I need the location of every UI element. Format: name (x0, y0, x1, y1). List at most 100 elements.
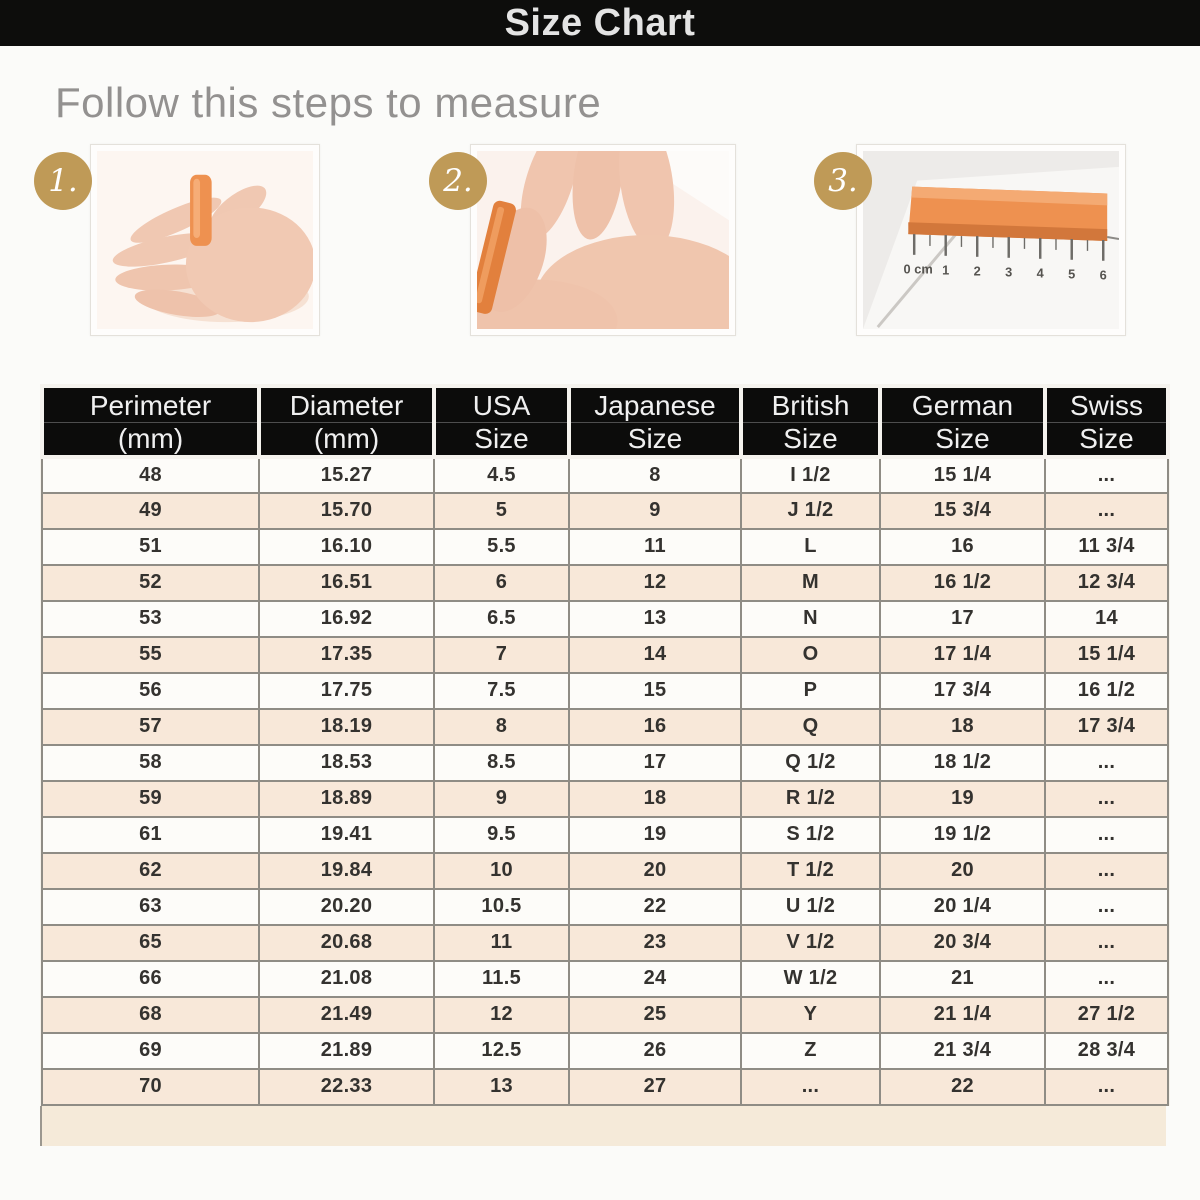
table-cell: 22 (879, 1067, 1046, 1106)
table-cell: 21.08 (258, 959, 435, 998)
table-cell: 56 (41, 671, 260, 710)
table-row: 61 19.41 9.5 19 S 1/2 19 1/2... (41, 815, 1169, 854)
step-1-number: 1. (48, 163, 78, 199)
svg-text:5: 5 (1068, 267, 1075, 282)
column-header-unit: Size (436, 422, 567, 454)
table-row: 65 20.68 11 23 V 1/2 20 3/4... (41, 923, 1169, 962)
table-cell: S 1/2 (740, 815, 881, 854)
column-header-label: Japanese (594, 390, 716, 421)
table-row: 56 17.75 7.5 15 P 17 3/4 16 1/2 (41, 671, 1169, 710)
table-row: 62 19.84 10 20 T 1/2 20... (41, 851, 1169, 890)
column-header-label: German (911, 390, 1014, 421)
table-row: 51 16.10 5.5 11 L 16 11 3/4 (41, 527, 1169, 566)
top-bar: Size Chart (0, 0, 1200, 46)
table-cell: 12 (568, 563, 742, 602)
table-cell: 28 3/4 (1044, 1031, 1169, 1070)
table-cell: 19.41 (258, 815, 435, 854)
table-cell: ... (740, 1067, 881, 1106)
table-cell: 23 (568, 923, 742, 962)
table-cell: P (740, 671, 881, 710)
table-cell: 27 1/2 (1044, 995, 1169, 1034)
table-cell: 12 3/4 (1044, 563, 1169, 602)
table-cell: 20.20 (258, 887, 435, 926)
table-cell: U 1/2 (740, 887, 881, 926)
table-cell: 22 (568, 887, 742, 926)
wrapping-tape-illustration (477, 151, 729, 329)
table-cell: Q 1/2 (740, 743, 881, 782)
table-cell: 58 (41, 743, 260, 782)
table-cell: 16 (879, 527, 1046, 566)
step-3-number: 3. (828, 163, 858, 199)
table-cell: 6 (433, 563, 570, 602)
table-cell: 26 (568, 1031, 742, 1070)
table-cell: W 1/2 (740, 959, 881, 998)
table-cell: 20 1/4 (879, 887, 1046, 926)
table-cell: 17.75 (258, 671, 435, 710)
table-row: 59 18.89 9 18 R 1/2 19... (41, 779, 1169, 818)
table-cell: Y (740, 995, 881, 1034)
table-cell: 20 (568, 851, 742, 890)
column-header-unit: Size (882, 422, 1043, 454)
table-cell: 61 (41, 815, 260, 854)
table-cell: 17 3/4 (1044, 707, 1169, 746)
svg-text:6: 6 (1100, 268, 1107, 283)
table-cell: L (740, 527, 881, 566)
table-cell: 22.33 (258, 1067, 435, 1106)
table-cell: 15 (568, 671, 742, 710)
below-table-strip (40, 1105, 1166, 1146)
table-cell: 17 3/4 (879, 671, 1046, 710)
table-cell: 16 1/2 (1044, 671, 1169, 710)
table-cell: 13 (568, 599, 742, 638)
column-header-unit: (mm) (261, 422, 432, 454)
table-cell: T 1/2 (740, 851, 881, 890)
table-cell: 18 1/2 (879, 743, 1046, 782)
column-header-japanese-size: Japanese Size (567, 384, 743, 459)
table-cell: 7.5 (433, 671, 570, 710)
table-row: 69 21.89 12.5 26 Z 21 3/4 28 3/4 (41, 1031, 1169, 1070)
table-cell: R 1/2 (740, 779, 881, 818)
svg-text:2: 2 (974, 264, 981, 279)
column-header-perimeter: Perimeter (mm) (40, 384, 261, 459)
table-cell: 62 (41, 851, 260, 890)
table-cell: ... (1044, 815, 1169, 854)
table-row: 68 21.49 12 25 Y 21 1/4 27 1/2 (41, 995, 1169, 1034)
table-cell: 18.89 (258, 779, 435, 818)
table-cell: 11.5 (433, 959, 570, 998)
table-cell: 13 (433, 1067, 570, 1106)
table-cell: 18.53 (258, 743, 435, 782)
ruler-ticks (912, 234, 1105, 261)
column-header-label: Swiss (1069, 390, 1144, 421)
column-header-german-size: German Size (878, 384, 1047, 459)
table-cell: ... (1044, 779, 1169, 818)
table-cell: 18 (568, 779, 742, 818)
table-cell: 9.5 (433, 815, 570, 854)
table-cell: 5.5 (433, 527, 570, 566)
table-cell: 7 (433, 635, 570, 674)
table-cell: 8.5 (433, 743, 570, 782)
table-cell: 18.19 (258, 707, 435, 746)
column-header-label: Perimeter (89, 390, 212, 421)
table-cell: ... (1044, 923, 1169, 962)
table-row: 58 18.53 8.5 17 Q 1/2 18 1/2... (41, 743, 1169, 782)
table-cell: 15 1/4 (879, 455, 1046, 494)
hand-with-tape-illustration (97, 151, 313, 329)
table-cell: 21 (879, 959, 1046, 998)
table-cell: ... (1044, 491, 1169, 530)
step-3-photo: 0 cm 1 2 3 4 5 6 (856, 144, 1126, 336)
table-body: 48 15.27 4.5 8 I 1/2 15 1/4... 49 15.70 5 9 J 1/2 1… (41, 455, 1169, 1106)
step-2-number: 2. (443, 163, 473, 199)
table-cell: 66 (41, 959, 260, 998)
table-cell: 16 (568, 707, 742, 746)
ruler-labels: 0 cm 1 2 3 4 5 6 (904, 262, 1107, 283)
column-header-label: Diameter (289, 390, 404, 421)
table-cell: ... (1044, 959, 1169, 998)
table-cell: 20.68 (258, 923, 435, 962)
column-header-unit: (mm) (44, 422, 257, 454)
column-header-usa-size: USA Size (432, 384, 571, 459)
table-cell: J 1/2 (740, 491, 881, 530)
table-cell: ... (1044, 851, 1169, 890)
table-cell: 16 1/2 (879, 563, 1046, 602)
table-cell: 51 (41, 527, 260, 566)
table-row: 48 15.27 4.5 8 I 1/2 15 1/4... (41, 455, 1169, 494)
table-cell: 5 (433, 491, 570, 530)
